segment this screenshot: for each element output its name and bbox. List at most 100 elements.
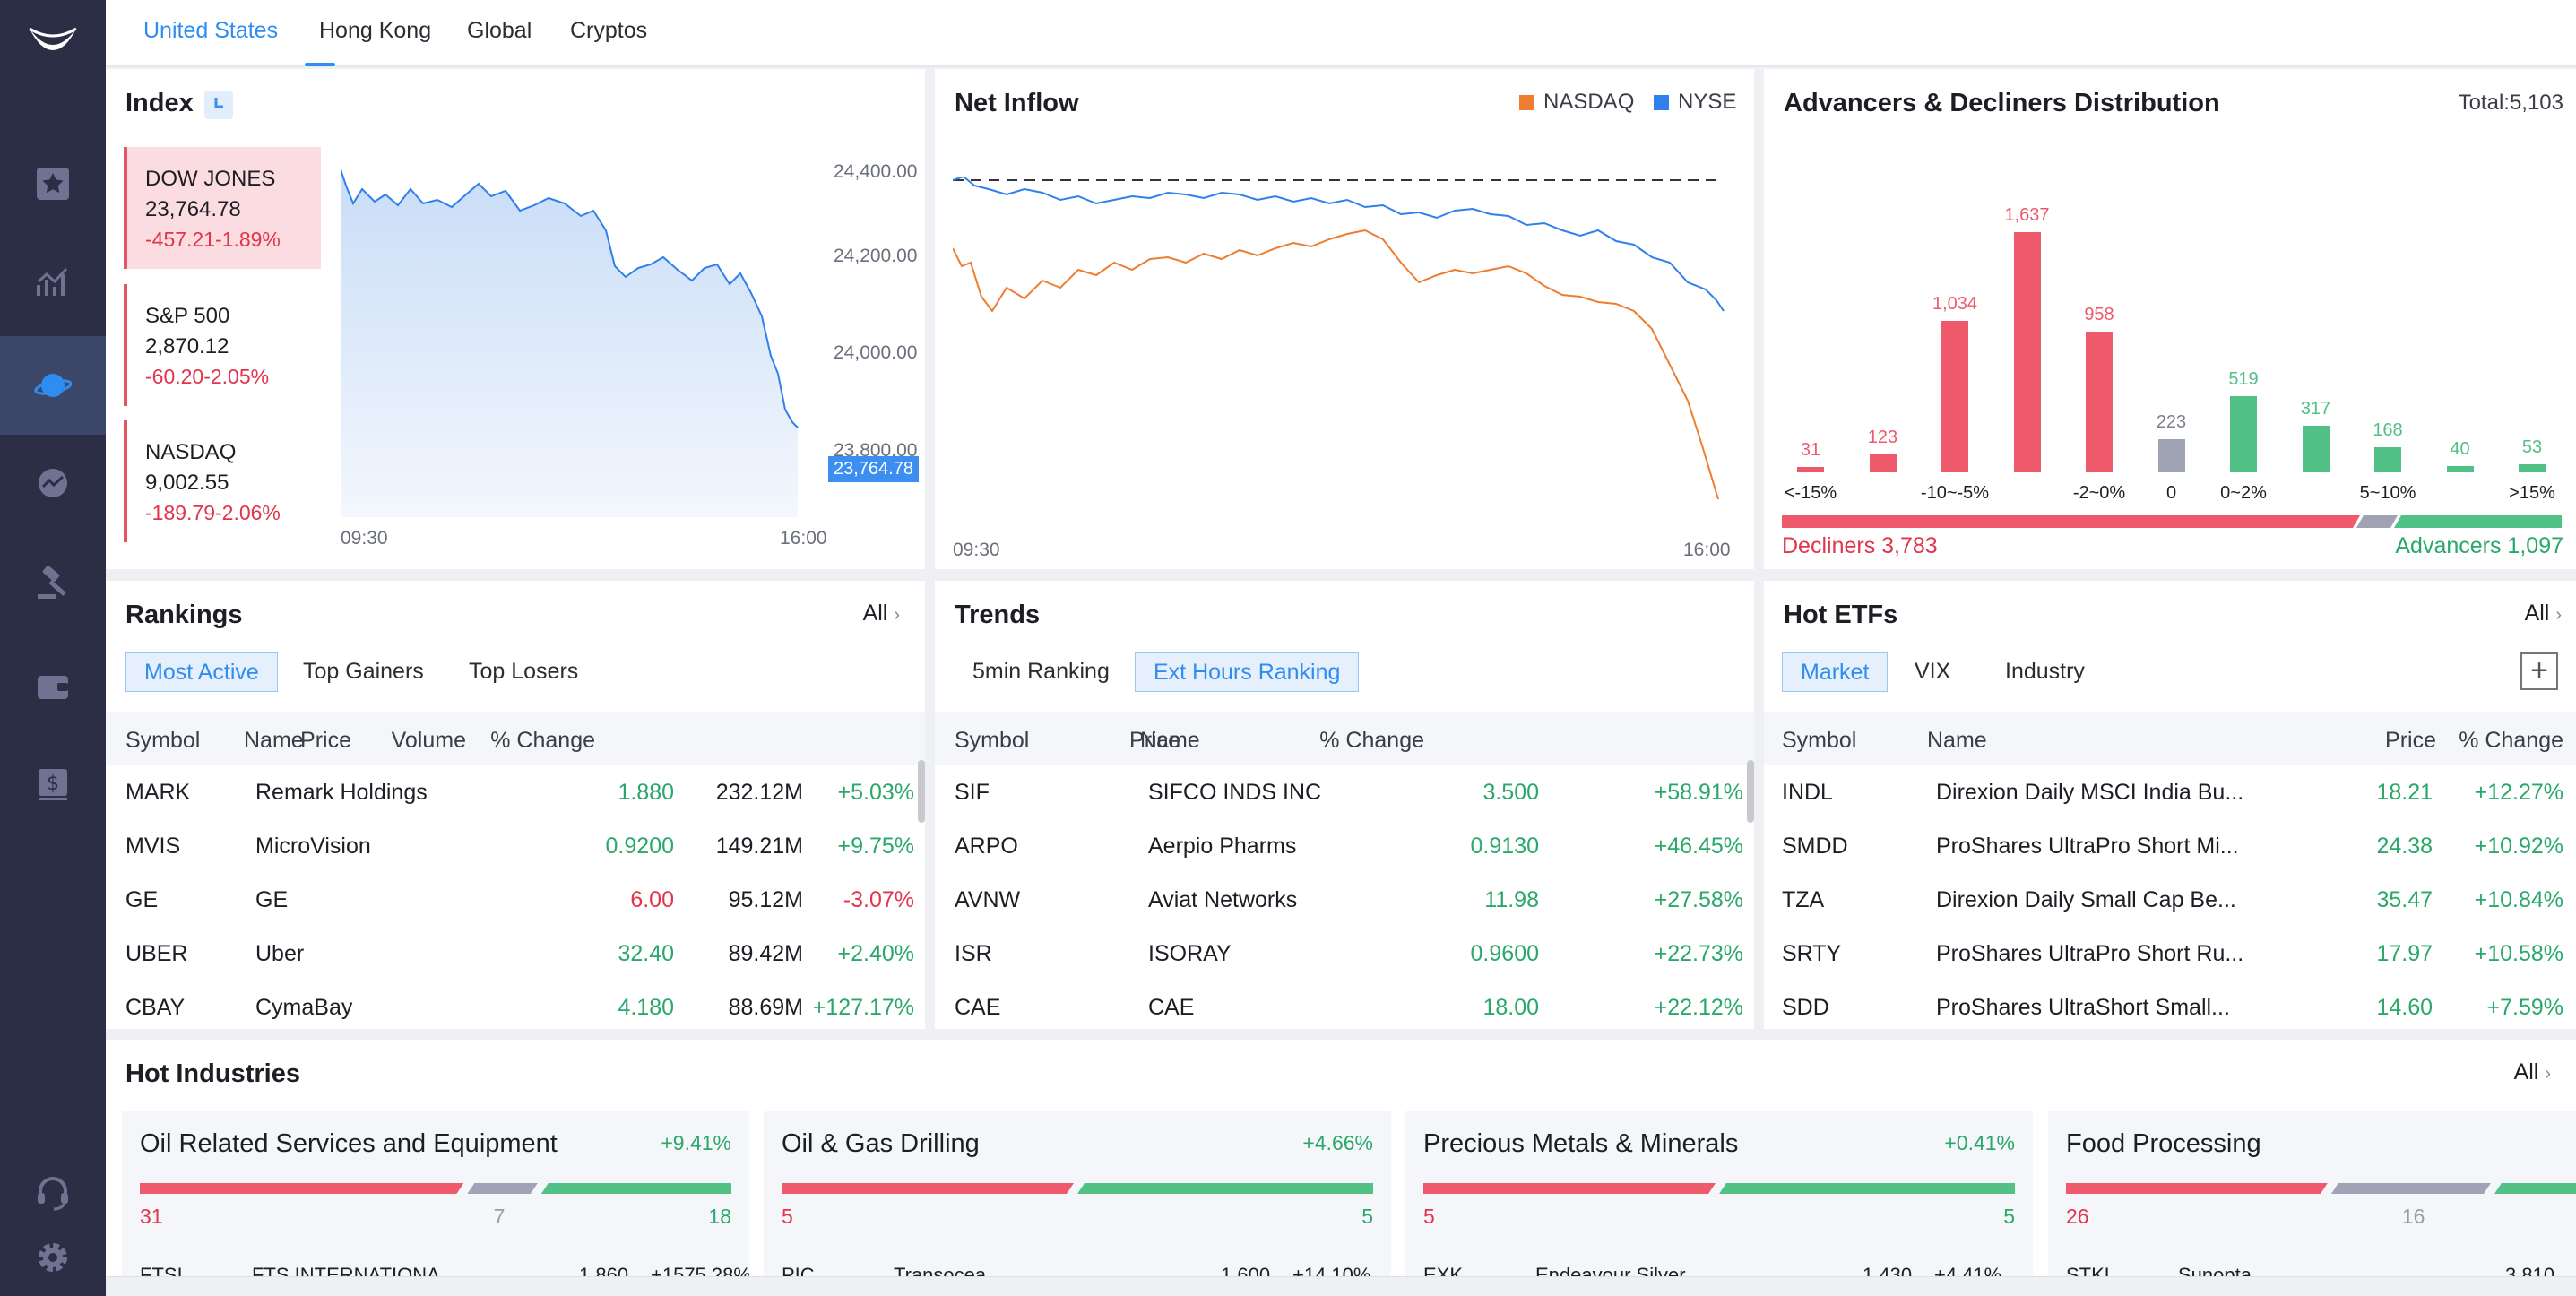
index-intraday-chart[interactable] bbox=[341, 159, 925, 517]
gavel-icon bbox=[38, 566, 66, 599]
industry-card[interactable]: Precious Metals & Minerals +0.41% 5 5 EXK End… bbox=[1405, 1111, 2033, 1276]
advdec-bar-label: 123 bbox=[1867, 427, 1898, 447]
advdec-bar[interactable] bbox=[2086, 332, 2113, 472]
table-row[interactable]: MVIS MicroVision 0.9200 149.21M +9.75% bbox=[106, 819, 925, 873]
row-volume: 95.12M bbox=[728, 887, 803, 912]
add-icon[interactable]: + bbox=[2520, 652, 2558, 690]
tab-market[interactable]: Market bbox=[1782, 652, 1889, 692]
rankings-all-link[interactable]: All › bbox=[863, 600, 900, 626]
col-price[interactable]: Price bbox=[1129, 728, 1180, 753]
tab-hong-kong[interactable]: Hong Kong bbox=[319, 18, 432, 43]
col-symbol[interactable]: Symbol bbox=[955, 728, 1030, 753]
sidebar-support[interactable] bbox=[0, 1147, 106, 1237]
clock-icon[interactable] bbox=[204, 91, 233, 119]
advdec-bar[interactable] bbox=[1797, 467, 1824, 472]
rankings-table-header: Symbol Name Price Volume % Change bbox=[106, 712, 925, 765]
table-row[interactable]: SDD ProShares UltraShort Small... 14.60 +7.… bbox=[1764, 981, 2576, 1029]
advdec-bar[interactable] bbox=[2519, 464, 2546, 472]
table-row[interactable]: TZA Direxion Daily Small Cap Be... 35.47 +1… bbox=[1764, 873, 2576, 927]
index-item-nasdaq[interactable]: NASDAQ 9,002.55 -189.79-2.06% bbox=[124, 420, 321, 542]
row-price: 0.9600 bbox=[1470, 941, 1539, 966]
index-item-sp500[interactable]: S&P 500 2,870.12 -60.20-2.05% bbox=[124, 284, 321, 406]
etfs-all-link[interactable]: All › bbox=[2525, 600, 2562, 626]
bar-decliners bbox=[782, 1183, 1074, 1194]
index-change: -457.21-1.89% bbox=[145, 228, 281, 251]
tab-vix[interactable]: VIX bbox=[1915, 659, 1951, 684]
tab-ext-hours-ranking[interactable]: Ext Hours Ranking bbox=[1135, 652, 1360, 692]
trends-scrollbar[interactable] bbox=[1747, 760, 1754, 823]
advdec-bar[interactable] bbox=[2013, 232, 2041, 472]
tab-industry[interactable]: Industry bbox=[2005, 659, 2085, 684]
table-row[interactable]: ISR ISORAY 0.9600 +22.73% bbox=[935, 927, 1754, 981]
col-price[interactable]: Price bbox=[2385, 728, 2436, 753]
app-logo-icon[interactable] bbox=[26, 20, 80, 59]
col-name[interactable]: Name bbox=[1927, 728, 1987, 753]
index-change: -60.20-2.05% bbox=[145, 365, 270, 388]
table-row[interactable]: CAE CAE 18.00 +22.12% bbox=[935, 981, 1754, 1029]
col-volume[interactable]: Volume bbox=[391, 728, 466, 753]
col-change[interactable]: % Change bbox=[490, 728, 595, 753]
row-symbol: SIF bbox=[955, 780, 990, 805]
sidebar-trade[interactable] bbox=[0, 533, 106, 632]
sidebar-messages[interactable] bbox=[0, 435, 106, 533]
tab-top-gainers[interactable]: Top Gainers bbox=[303, 659, 424, 684]
sidebar-funds[interactable]: $ bbox=[0, 735, 106, 834]
index-name: DOW JONES bbox=[145, 167, 276, 191]
net-inflow-chart[interactable] bbox=[953, 177, 1742, 517]
table-row[interactable]: SMDD ProShares UltraPro Short Mi... 24.38 +… bbox=[1764, 819, 2576, 873]
active-tab-indicator bbox=[305, 63, 335, 66]
tab-cryptos[interactable]: Cryptos bbox=[570, 18, 648, 43]
industry-card[interactable]: Oil Related Services and Equipment +9.41%… bbox=[122, 1111, 749, 1276]
table-row[interactable]: UBER Uber 32.40 89.42M +2.40% bbox=[106, 927, 925, 981]
row-symbol: INDL bbox=[1782, 780, 1833, 805]
index-name: S&P 500 bbox=[145, 304, 230, 328]
advdec-bar[interactable] bbox=[2230, 396, 2257, 472]
table-row[interactable]: AVNW Aviat Networks 11.98 +27.58% bbox=[935, 873, 1754, 927]
table-row[interactable]: GE GE 6.00 95.12M -3.07% bbox=[106, 873, 925, 927]
table-row[interactable]: MARK Remark Holdings 1.880 232.12M +5.03% bbox=[106, 765, 925, 819]
industry-card[interactable]: Food Processing 26 16 STKL Sunopta 3.810 bbox=[2048, 1111, 2576, 1276]
industry-advancers: 5 bbox=[1361, 1205, 1373, 1228]
sidebar-wallet[interactable] bbox=[0, 636, 106, 735]
tab-5min-ranking[interactable]: 5min Ranking bbox=[972, 659, 1110, 684]
sidebar-charts[interactable] bbox=[0, 233, 106, 332]
table-row[interactable]: ARPO Aerpio Pharms 0.9130 +46.45% bbox=[935, 819, 1754, 873]
advdec-bar[interactable] bbox=[1941, 320, 1968, 472]
tab-united-states[interactable]: United States bbox=[143, 18, 279, 43]
col-symbol[interactable]: Symbol bbox=[125, 728, 201, 753]
advdec-bar[interactable] bbox=[2446, 466, 2474, 472]
rankings-scrollbar[interactable] bbox=[918, 760, 925, 823]
advdec-bar[interactable] bbox=[2157, 439, 2185, 472]
sentiment-flat bbox=[2356, 515, 2398, 528]
y-tick: 24,400.00 bbox=[834, 161, 918, 182]
advdec-bar-label: 1,637 bbox=[2004, 205, 2050, 225]
industry-flat: 16 bbox=[2401, 1205, 2425, 1228]
table-row[interactable]: CBAY CymaBay 4.180 88.69M +127.17% bbox=[106, 981, 925, 1029]
trends-title: Trends bbox=[955, 600, 1041, 629]
index-item-dow-jones[interactable]: DOW JONES 23,764.78 -457.21-1.89% bbox=[124, 147, 321, 269]
row-change: +27.58% bbox=[1654, 887, 1743, 912]
table-row[interactable]: INDL Direxion Daily MSCI India Bu... 18.21… bbox=[1764, 765, 2576, 819]
advdec-bar[interactable] bbox=[2302, 426, 2330, 472]
sidebar-watchlist[interactable] bbox=[0, 134, 106, 233]
advdec-bar[interactable] bbox=[1869, 454, 1897, 472]
col-change[interactable]: % Change bbox=[1319, 728, 1424, 753]
col-name[interactable]: Name bbox=[244, 728, 304, 753]
tab-most-active[interactable]: Most Active bbox=[125, 652, 278, 692]
industry-card[interactable]: Oil & Gas Drilling +4.66% 5 5 PIC Transocea 1.… bbox=[764, 1111, 1391, 1276]
tab-top-losers[interactable]: Top Losers bbox=[469, 659, 579, 684]
col-price[interactable]: Price bbox=[300, 728, 351, 753]
index-panel: Index DOW JONES 23,764.78 -457.21-1.89% … bbox=[106, 69, 925, 569]
col-symbol[interactable]: Symbol bbox=[1782, 728, 1857, 753]
col-name[interactable]: Name bbox=[1140, 728, 1200, 753]
table-row[interactable]: SRTY ProShares UltraPro Short Ru... 17.97 +… bbox=[1764, 927, 2576, 981]
industry-top-symbol: STKL bbox=[2066, 1264, 2116, 1276]
industries-all-link[interactable]: All › bbox=[2514, 1059, 2551, 1085]
tab-global[interactable]: Global bbox=[467, 18, 532, 43]
col-change[interactable]: % Change bbox=[2459, 728, 2563, 753]
advdec-category-label: -2~0% bbox=[2072, 483, 2126, 503]
sidebar-settings[interactable] bbox=[0, 1214, 106, 1296]
table-row[interactable]: SIF SIFCO INDS INC 3.500 +58.91% bbox=[935, 765, 1754, 819]
sidebar-markets[interactable] bbox=[0, 336, 106, 435]
advdec-bar[interactable] bbox=[2374, 447, 2401, 472]
